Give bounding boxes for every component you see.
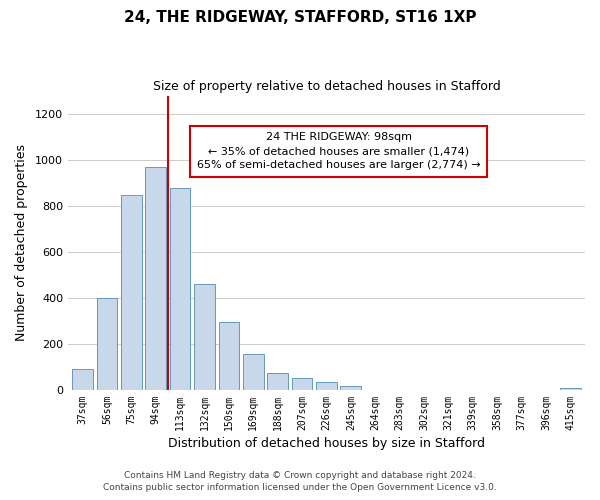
Title: Size of property relative to detached houses in Stafford: Size of property relative to detached ho… <box>152 80 500 93</box>
X-axis label: Distribution of detached houses by size in Stafford: Distribution of detached houses by size … <box>168 437 485 450</box>
Bar <box>292 378 313 390</box>
Bar <box>268 374 288 390</box>
Text: 24 THE RIDGEWAY: 98sqm
← 35% of detached houses are smaller (1,474)
65% of semi-: 24 THE RIDGEWAY: 98sqm ← 35% of detached… <box>197 132 481 170</box>
Bar <box>340 386 361 390</box>
Bar <box>218 322 239 390</box>
Text: 24, THE RIDGEWAY, STAFFORD, ST16 1XP: 24, THE RIDGEWAY, STAFFORD, ST16 1XP <box>124 10 476 25</box>
Text: Contains HM Land Registry data © Crown copyright and database right 2024.
Contai: Contains HM Land Registry data © Crown c… <box>103 471 497 492</box>
Y-axis label: Number of detached properties: Number of detached properties <box>15 144 28 341</box>
Bar <box>97 298 118 390</box>
Bar <box>170 188 190 390</box>
Bar <box>121 195 142 390</box>
Bar <box>145 167 166 390</box>
Bar <box>72 369 93 390</box>
Bar <box>194 284 215 390</box>
Bar <box>243 354 263 390</box>
Bar <box>560 388 581 390</box>
Bar <box>316 382 337 390</box>
